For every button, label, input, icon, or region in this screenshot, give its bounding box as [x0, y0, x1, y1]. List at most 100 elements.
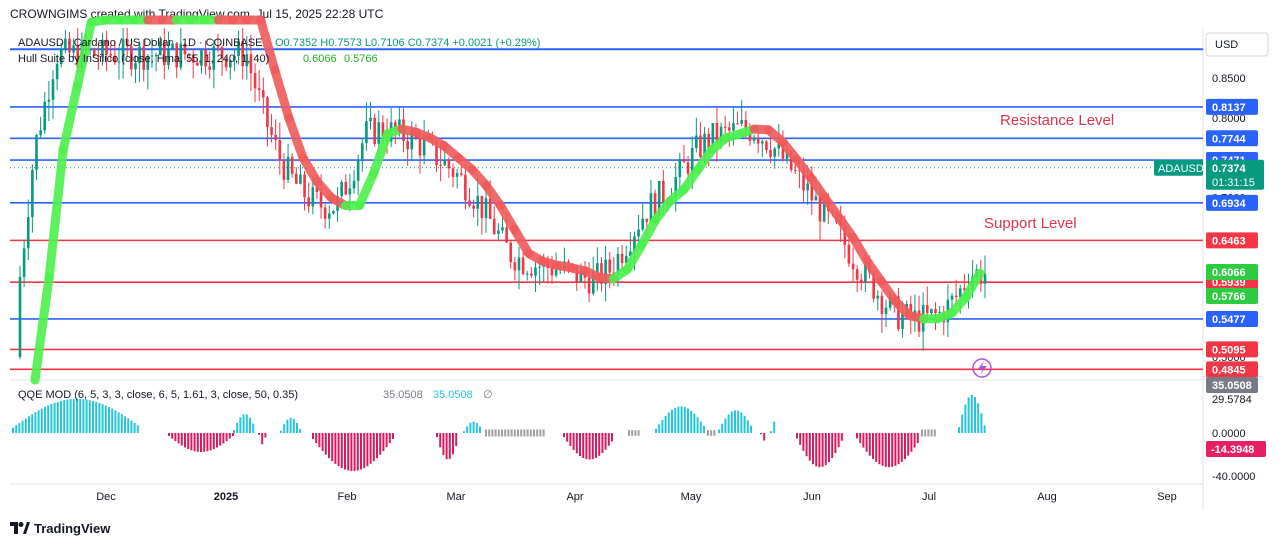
qqe-bar — [983, 425, 986, 433]
qqe-bar — [379, 433, 382, 455]
currency-label[interactable]: USD — [1215, 39, 1238, 51]
candle-body — [249, 54, 253, 74]
qqe-bar — [340, 433, 343, 469]
qqe-bar — [961, 414, 964, 433]
qqe-bar — [356, 433, 359, 471]
candle-body — [711, 123, 715, 148]
ohlc-legend: O0.7352 H0.7573 L0.7106 C0.7374 +0.0021 … — [275, 37, 540, 49]
qqe-bar — [283, 424, 286, 433]
hull-segment-red — [848, 232, 872, 266]
qqe-bar — [318, 433, 321, 448]
hull-suite-band — [30, 15, 985, 385]
qqe-bar — [180, 433, 183, 446]
level-tag-0.4845: 0.4845 — [1212, 364, 1246, 376]
qqe-bar — [436, 433, 438, 438]
qqe-legend[interactable]: QQE MOD (6, 5, 3, 3, close, 6, 5, 1.61, … — [18, 389, 298, 401]
qqe-bar — [655, 428, 657, 433]
candle-body — [674, 176, 678, 198]
qqe-bar — [910, 433, 913, 452]
qqe-bar — [884, 433, 887, 467]
qqe-bar — [21, 420, 24, 433]
candle-body — [117, 61, 121, 63]
level-tag-0.5477: 0.5477 — [1212, 314, 1246, 326]
qqe-bar — [970, 395, 973, 433]
candle-body — [348, 188, 352, 195]
qqe-bar — [924, 429, 927, 437]
candle-body — [26, 217, 30, 249]
candle-body — [814, 196, 818, 201]
qqe-bar — [865, 433, 868, 452]
qqe-bar — [805, 433, 808, 457]
qqe-bar — [727, 414, 730, 433]
candle-body — [51, 79, 55, 100]
qqe-bar — [328, 433, 330, 459]
support-label: Support Level — [984, 215, 1077, 232]
candle-body — [64, 38, 67, 49]
candle-body — [732, 123, 735, 131]
symbol-legend[interactable]: ADAUSD · Cardano / US Dollar · 1D · COIN… — [18, 37, 263, 49]
candle-body — [76, 45, 80, 68]
candle-body — [521, 257, 525, 274]
qqe-bar — [15, 425, 18, 433]
qqe-bar — [114, 410, 117, 433]
hull-segment-red — [495, 201, 520, 234]
qqe-bar — [491, 429, 494, 437]
level-tag-0.5477-bg — [1206, 310, 1258, 327]
candle-body — [101, 39, 104, 57]
flash-icon[interactable] — [972, 358, 992, 378]
qqe-bar — [479, 426, 481, 433]
qqe-bar — [933, 429, 936, 437]
candle-body — [954, 295, 958, 298]
time-axis[interactable]: Dec 2025 Feb Mar Apr May Jun Jul Aug Sep — [96, 491, 1177, 503]
qqe-bar — [455, 433, 458, 447]
qqe-bar — [12, 427, 14, 433]
qqe-bar — [219, 433, 222, 446]
qqe-bar — [897, 433, 900, 465]
qqe-bar — [299, 428, 302, 433]
currency-box[interactable] — [1205, 32, 1269, 57]
candle-body — [307, 197, 310, 207]
qqe-bar — [206, 433, 209, 452]
candle-body — [579, 269, 583, 283]
candle-body — [455, 173, 459, 177]
candle-body — [983, 274, 987, 284]
qqe-bar — [177, 433, 180, 444]
candle-body — [707, 133, 710, 148]
qqe-bar — [533, 429, 535, 437]
time-label-aug: Aug — [1037, 491, 1057, 503]
level-tag-0.8137: 0.8137 — [1212, 102, 1246, 114]
candle-body — [270, 127, 273, 135]
candle-body — [464, 174, 467, 201]
candle-body — [299, 174, 302, 184]
qqe-bar — [582, 433, 585, 458]
candle-body — [245, 54, 249, 67]
qqe-bar — [334, 433, 337, 464]
candle-body — [262, 90, 265, 98]
candlesticks — [18, 28, 987, 360]
qqe-bar — [494, 429, 497, 437]
candle-body — [843, 226, 847, 245]
candle-body — [35, 135, 38, 170]
resistance-label: Resistance Level — [1000, 112, 1114, 129]
candle-body — [629, 251, 632, 257]
qqe-bar — [699, 421, 702, 433]
candle-body — [369, 117, 372, 122]
time-label-feb: Feb — [338, 491, 357, 503]
qqe-bar — [888, 433, 890, 468]
qqe-bar — [750, 425, 752, 433]
candle-body — [587, 277, 591, 294]
level-tag-0.4845-bg — [1206, 361, 1258, 378]
qqe-bar — [868, 433, 871, 456]
hull-tag-0.5766: 0.5766 — [1212, 291, 1246, 303]
candle-body — [113, 55, 117, 63]
qqe-bar — [252, 423, 255, 433]
qqe-bar — [289, 417, 292, 433]
horizontal-levels — [10, 48, 1203, 371]
qqe-bar — [388, 433, 391, 444]
qqe-bar — [696, 417, 699, 433]
candle-body — [278, 140, 282, 161]
qqe-bar — [690, 410, 693, 433]
hull-legend[interactable]: Hull Suite by InSilico (close, Hma, 55, … — [18, 53, 269, 65]
candle-body — [422, 138, 426, 156]
